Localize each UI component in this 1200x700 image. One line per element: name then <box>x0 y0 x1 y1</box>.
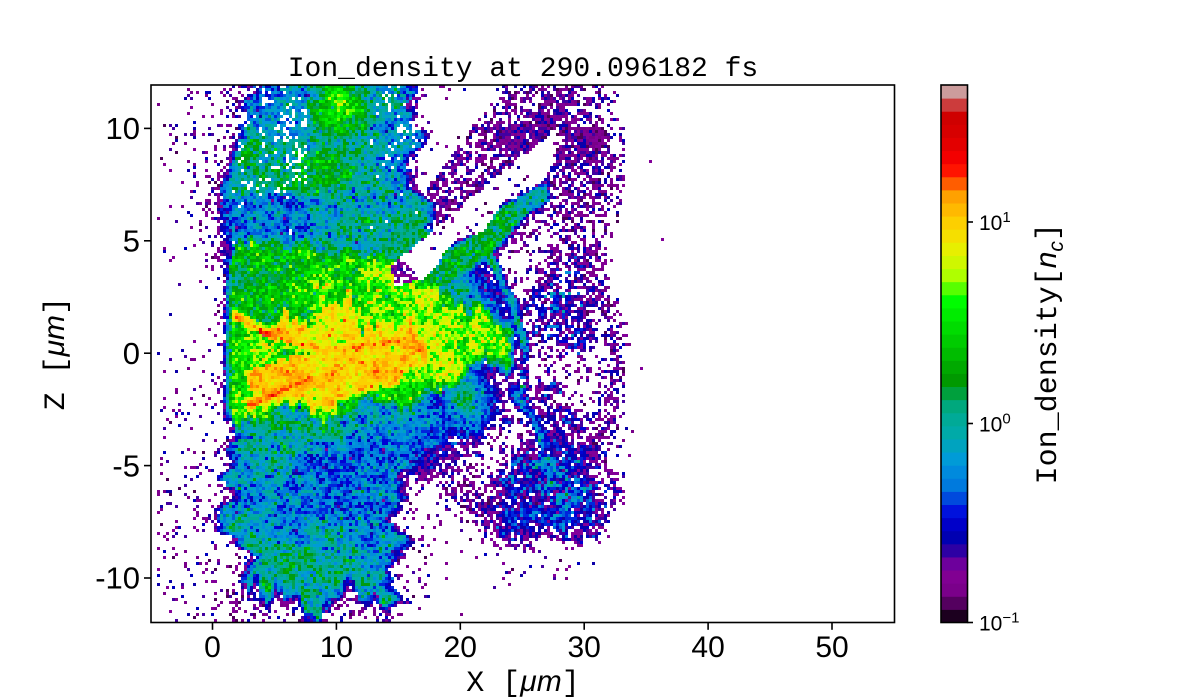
svg-text:30: 30 <box>568 631 601 664</box>
svg-text:0: 0 <box>123 336 140 371</box>
svg-text:-10: -10 <box>95 561 140 596</box>
svg-text:-5: -5 <box>112 448 140 483</box>
svg-text:50: 50 <box>815 631 848 664</box>
svg-text:X [μm]: X [μm] <box>466 665 579 700</box>
svg-text:5: 5 <box>123 224 140 259</box>
svg-text:10: 10 <box>106 111 140 146</box>
svg-text:Ion_density[nc]: Ion_density[nc] <box>1030 223 1068 484</box>
svg-text:40: 40 <box>691 631 724 664</box>
svg-text:Z [μm]: Z [μm] <box>38 297 74 410</box>
svg-text:10−1: 10−1 <box>979 610 1019 636</box>
svg-text:Ion_density at 290.096182 fs: Ion_density at 290.096182 fs <box>288 54 758 85</box>
svg-text:20: 20 <box>444 631 477 664</box>
svg-text:10: 10 <box>320 631 353 664</box>
svg-text:0: 0 <box>204 631 221 664</box>
